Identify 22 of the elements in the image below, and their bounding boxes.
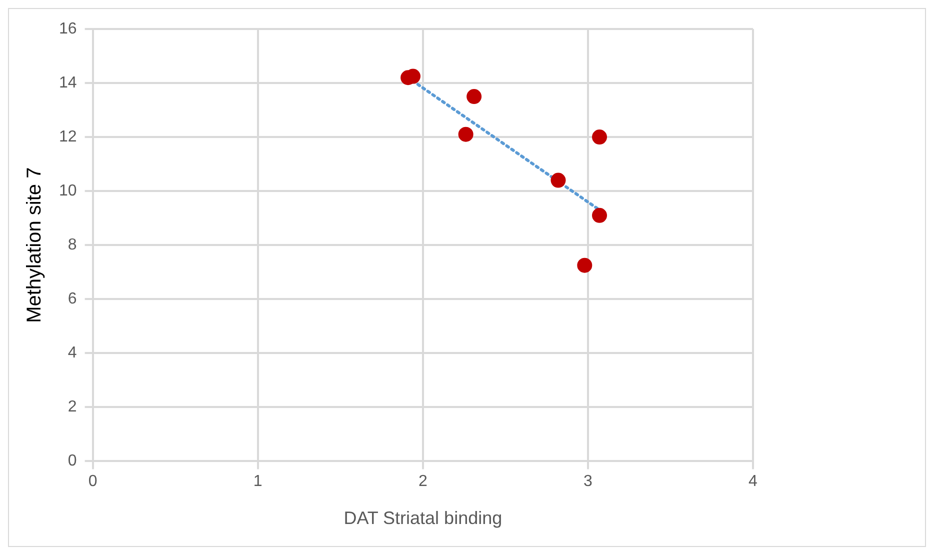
y-axis-title: Methylation site 7 [24,167,46,323]
y-tick-label: 14 [59,74,77,92]
y-tick-label: 2 [68,398,77,416]
x-axis-title: DAT Striatal binding [344,508,502,528]
point [592,130,608,145]
point [592,208,608,223]
x-tick-label: 1 [253,473,262,490]
x-tick-label: 3 [583,473,592,490]
y-tick-label: 4 [68,344,77,362]
y-tick-label: 10 [59,182,77,200]
point [458,126,474,142]
x-tick-label: 4 [748,473,758,490]
point [577,258,592,273]
y-tick-label: 6 [68,290,77,308]
y-tick-label: 12 [59,128,77,146]
y-tick-label: 16 [59,20,77,38]
point [466,89,482,104]
x-tick-label: 2 [418,473,428,490]
x-tick-label: 0 [88,473,98,490]
point [550,172,566,188]
y-tick-label: 8 [68,236,77,254]
y-tick-label: 0 [68,452,77,470]
